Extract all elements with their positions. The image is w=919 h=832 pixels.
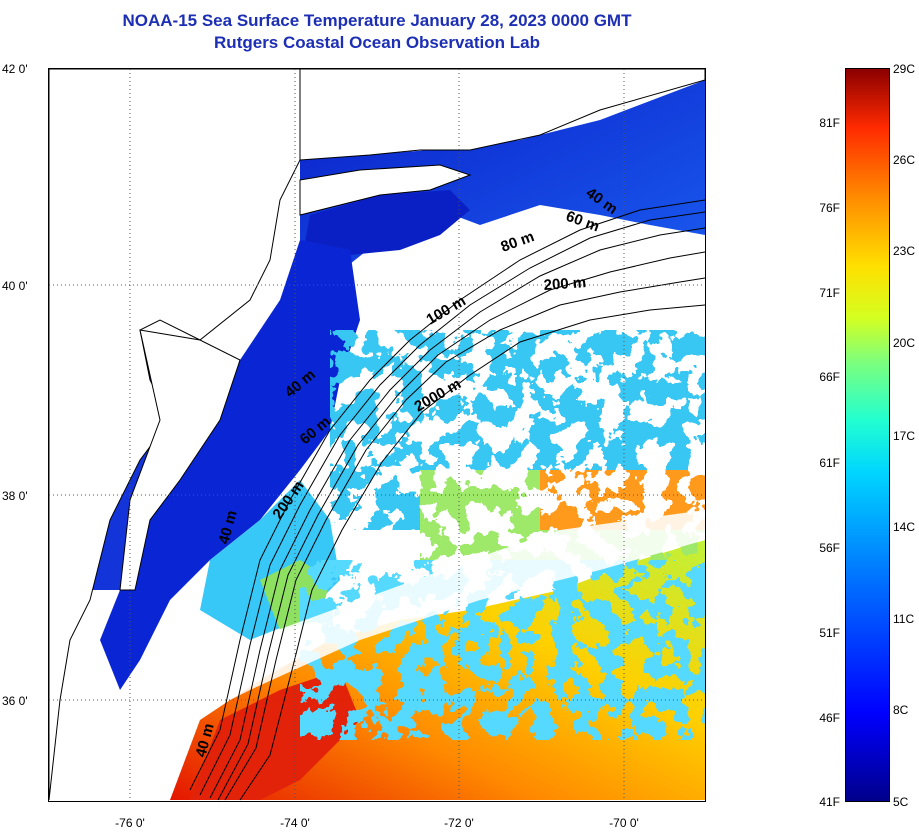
colorbar-f-label: 71F [819, 286, 840, 300]
new-england-land [299, 69, 705, 161]
delmarva-land [119, 329, 241, 591]
colorbar-f-label: 61F [819, 456, 840, 470]
colorbar-c-label: 8C [893, 703, 909, 717]
colorbar-f-label: 51F [819, 626, 840, 640]
colorbar-c-label: 29C [893, 62, 916, 76]
title-line-2: Rutgers Coastal Ocean Observation Lab [214, 33, 540, 52]
contour-100m [217, 251, 705, 801]
colorbar-f-label: 66F [819, 370, 840, 384]
northeast-cold-water [300, 80, 705, 280]
colorbar-c-label: 20C [893, 336, 916, 350]
missing-data-swath [150, 510, 705, 730]
lat-label-38: 38 0' [2, 489, 28, 503]
colorbar-f-label: 46F [819, 711, 840, 725]
contour-200m [224, 277, 705, 801]
colorbar-f-label: 41F [819, 795, 840, 809]
mainland-land [49, 69, 301, 801]
lat-label-40: 40 0' [2, 279, 28, 293]
title-line-1: NOAA-15 Sea Surface Temperature January … [122, 11, 632, 30]
lon-label-76: -76 0' [115, 816, 145, 830]
long-island-land [299, 164, 472, 216]
lat-label-36: 36 0' [2, 694, 28, 708]
map-title: NOAA-15 Sea Surface Temperature January … [48, 10, 706, 54]
lon-label-70: -70 0' [609, 816, 639, 830]
contour-40m [189, 199, 705, 791]
map-frame [48, 68, 706, 802]
temperature-colorbar [845, 68, 890, 802]
contour-label: 200 m [543, 274, 587, 294]
colorbar-f-label: 56F [819, 541, 840, 555]
colorbar-c-label: 11C [893, 612, 915, 626]
colorbar-f-label: 81F [819, 116, 840, 130]
colorbar-c-label: 26C [893, 153, 916, 167]
shelf-cold-water [100, 240, 360, 690]
colorbar-c-label: 14C [893, 520, 916, 534]
colorbar-c-label: 17C [893, 429, 916, 443]
lat-label-42: 42 0' [2, 62, 28, 76]
contour-80m [209, 227, 705, 799]
colorbar-c-label: 23C [893, 244, 916, 258]
contour-2000m [239, 304, 705, 801]
contour-60m [199, 211, 705, 796]
colorbar-c-label: 5C [893, 795, 909, 809]
colorbar-f-label: 76F [819, 201, 840, 215]
lon-label-72: -72 0' [444, 816, 474, 830]
lon-label-74: -74 0' [280, 816, 310, 830]
